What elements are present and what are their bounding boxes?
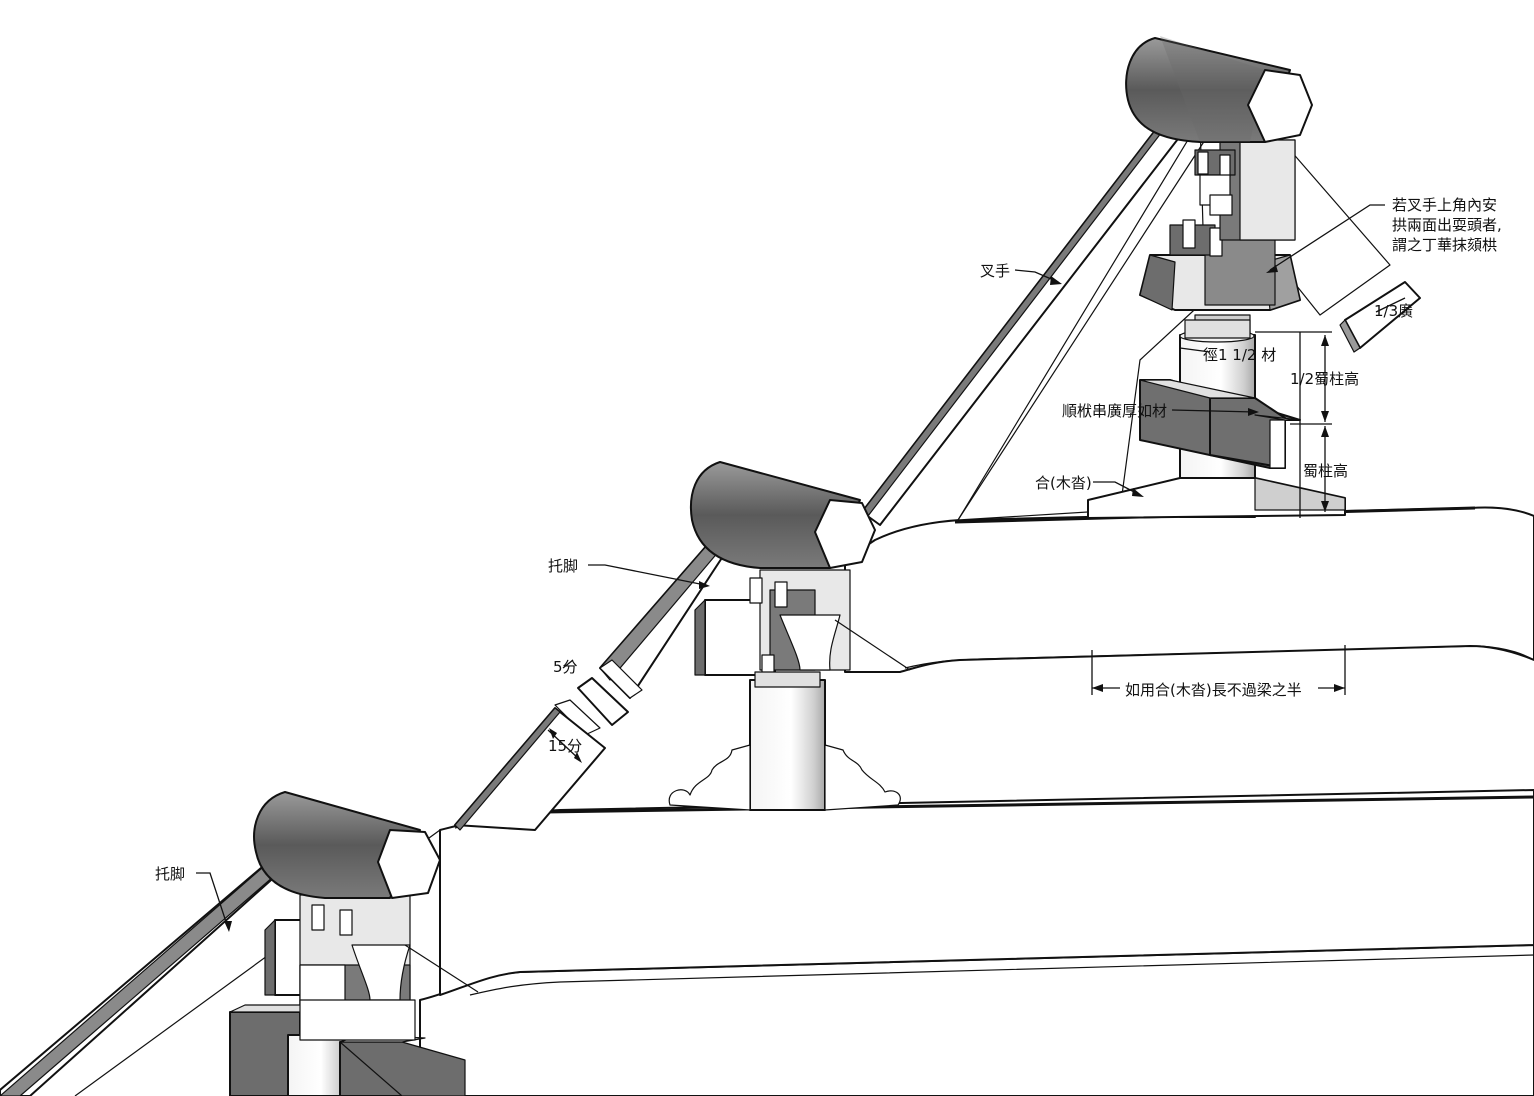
- label-hexi: 合(木沓): [1035, 474, 1092, 492]
- middle-purlin: [690, 461, 876, 569]
- label-post-height: 蜀柱高: [1303, 462, 1348, 480]
- note-line-1: 若叉手上角內安: [1392, 196, 1497, 214]
- label-third-width: 1/3廣: [1374, 302, 1413, 320]
- middle-post: [668, 671, 901, 811]
- hexi-block: [1087, 477, 1346, 519]
- middle-bracket-stack: [694, 569, 911, 676]
- label-chashou: 叉手: [980, 262, 1010, 280]
- lower-bracket-stack: [264, 894, 479, 1006]
- note-line-3: 謂之丁華抹頦栱: [1392, 236, 1497, 254]
- label-half-post-height: 1/2蜀柱高: [1290, 370, 1359, 388]
- tuojiao-detail-blocks: [454, 677, 629, 831]
- chashou-brace: [861, 84, 1209, 526]
- label-fifteen-fen: 15分: [548, 737, 582, 755]
- lower-purlin: [253, 791, 441, 899]
- label-shunfu: 順栿串廣厚如材: [1062, 402, 1167, 420]
- label-hexi-length: 如用合(木沓)長不過梁之半: [1125, 681, 1302, 699]
- label-tuojiao-upper: 托脚: [548, 557, 578, 575]
- lower-post: [229, 999, 466, 1096]
- top-purlin: [1125, 36, 1313, 143]
- leader-lines: [196, 204, 1406, 932]
- upper-beam: [844, 506, 1534, 673]
- label-five-fen: 5分: [553, 658, 578, 676]
- label-diameter: 徑1 1/2 材: [1203, 346, 1276, 364]
- label-tuojiao-lower: 托脚: [155, 865, 185, 883]
- top-bracket-stack: [1139, 139, 1301, 336]
- dimension-lines: [1091, 331, 1346, 695]
- note-line-2: 拱兩面出耍頭者,: [1392, 216, 1502, 234]
- shunfu-tie: [1139, 379, 1301, 469]
